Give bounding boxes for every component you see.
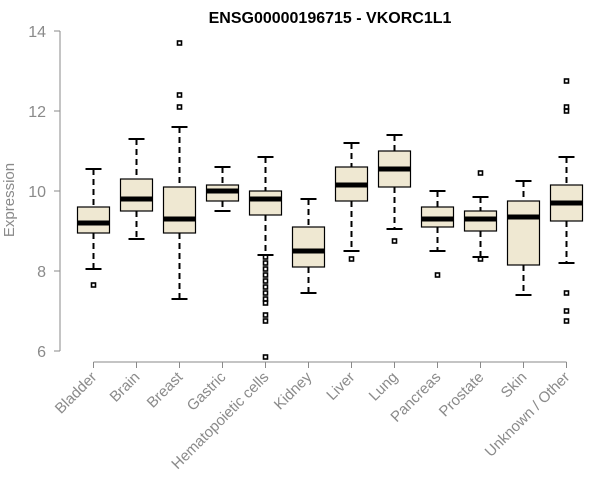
y-tick-label: 12 bbox=[28, 104, 46, 121]
box-group bbox=[420, 190, 455, 278]
y-tick-label: 14 bbox=[28, 24, 46, 41]
outlier-point bbox=[434, 272, 441, 278]
outlier-point bbox=[176, 104, 183, 110]
outlier-point bbox=[262, 266, 269, 272]
outlier-point bbox=[563, 290, 570, 296]
box-group bbox=[162, 40, 197, 300]
x-category-label: Skin bbox=[498, 369, 531, 402]
x-category-label: Kidney bbox=[271, 368, 316, 413]
x-category-label: Brain bbox=[107, 369, 144, 406]
box-group bbox=[463, 170, 498, 262]
box-group bbox=[248, 156, 283, 360]
y-tick-label: 10 bbox=[28, 184, 46, 201]
box-group bbox=[549, 78, 584, 324]
x-category-label: Bladder bbox=[52, 369, 101, 418]
outlier-point bbox=[477, 170, 484, 176]
outlier-point bbox=[262, 278, 269, 284]
outlier-point bbox=[176, 40, 183, 46]
box bbox=[291, 226, 326, 268]
outlier-point bbox=[262, 284, 269, 290]
outlier-point bbox=[477, 256, 484, 262]
outlier-point bbox=[262, 290, 269, 296]
outlier-point bbox=[563, 78, 570, 84]
outlier-point bbox=[262, 272, 269, 278]
x-category-label: Prostate bbox=[436, 369, 488, 421]
outlier-point bbox=[563, 108, 570, 114]
box-group bbox=[291, 198, 326, 294]
plot-area bbox=[76, 40, 584, 360]
outlier-point bbox=[262, 260, 269, 266]
outlier-point bbox=[348, 256, 355, 262]
outlier-point bbox=[262, 300, 269, 306]
box bbox=[76, 206, 111, 234]
box-group bbox=[76, 168, 111, 288]
y-axis-title: Expression bbox=[1, 163, 18, 237]
outlier-point bbox=[262, 312, 269, 318]
box bbox=[162, 186, 197, 234]
outlier-point bbox=[262, 254, 269, 260]
outlier-point bbox=[90, 282, 97, 288]
y-axis: 6 8 10 12 14 bbox=[28, 24, 61, 361]
box-group bbox=[377, 134, 412, 244]
x-category-label: Liver bbox=[323, 369, 358, 404]
x-category-label: Breast bbox=[144, 368, 187, 411]
outlier-point bbox=[262, 318, 269, 324]
outlier-point bbox=[262, 354, 269, 360]
outlier-point bbox=[176, 92, 183, 98]
outlier-point bbox=[563, 308, 570, 314]
box bbox=[506, 200, 541, 266]
box-group bbox=[119, 138, 154, 240]
y-tick-label: 6 bbox=[37, 344, 46, 361]
box bbox=[248, 190, 283, 216]
y-tick-label: 8 bbox=[37, 264, 46, 281]
box bbox=[119, 178, 154, 212]
x-category-label: Lung bbox=[366, 369, 402, 405]
box-group bbox=[506, 180, 541, 296]
chart-title: ENSG00000196715 - VKORC1L1 bbox=[209, 10, 452, 27]
outlier-point bbox=[391, 238, 398, 244]
box-group bbox=[334, 142, 369, 262]
box-group bbox=[205, 166, 240, 212]
outlier-point bbox=[563, 318, 570, 324]
